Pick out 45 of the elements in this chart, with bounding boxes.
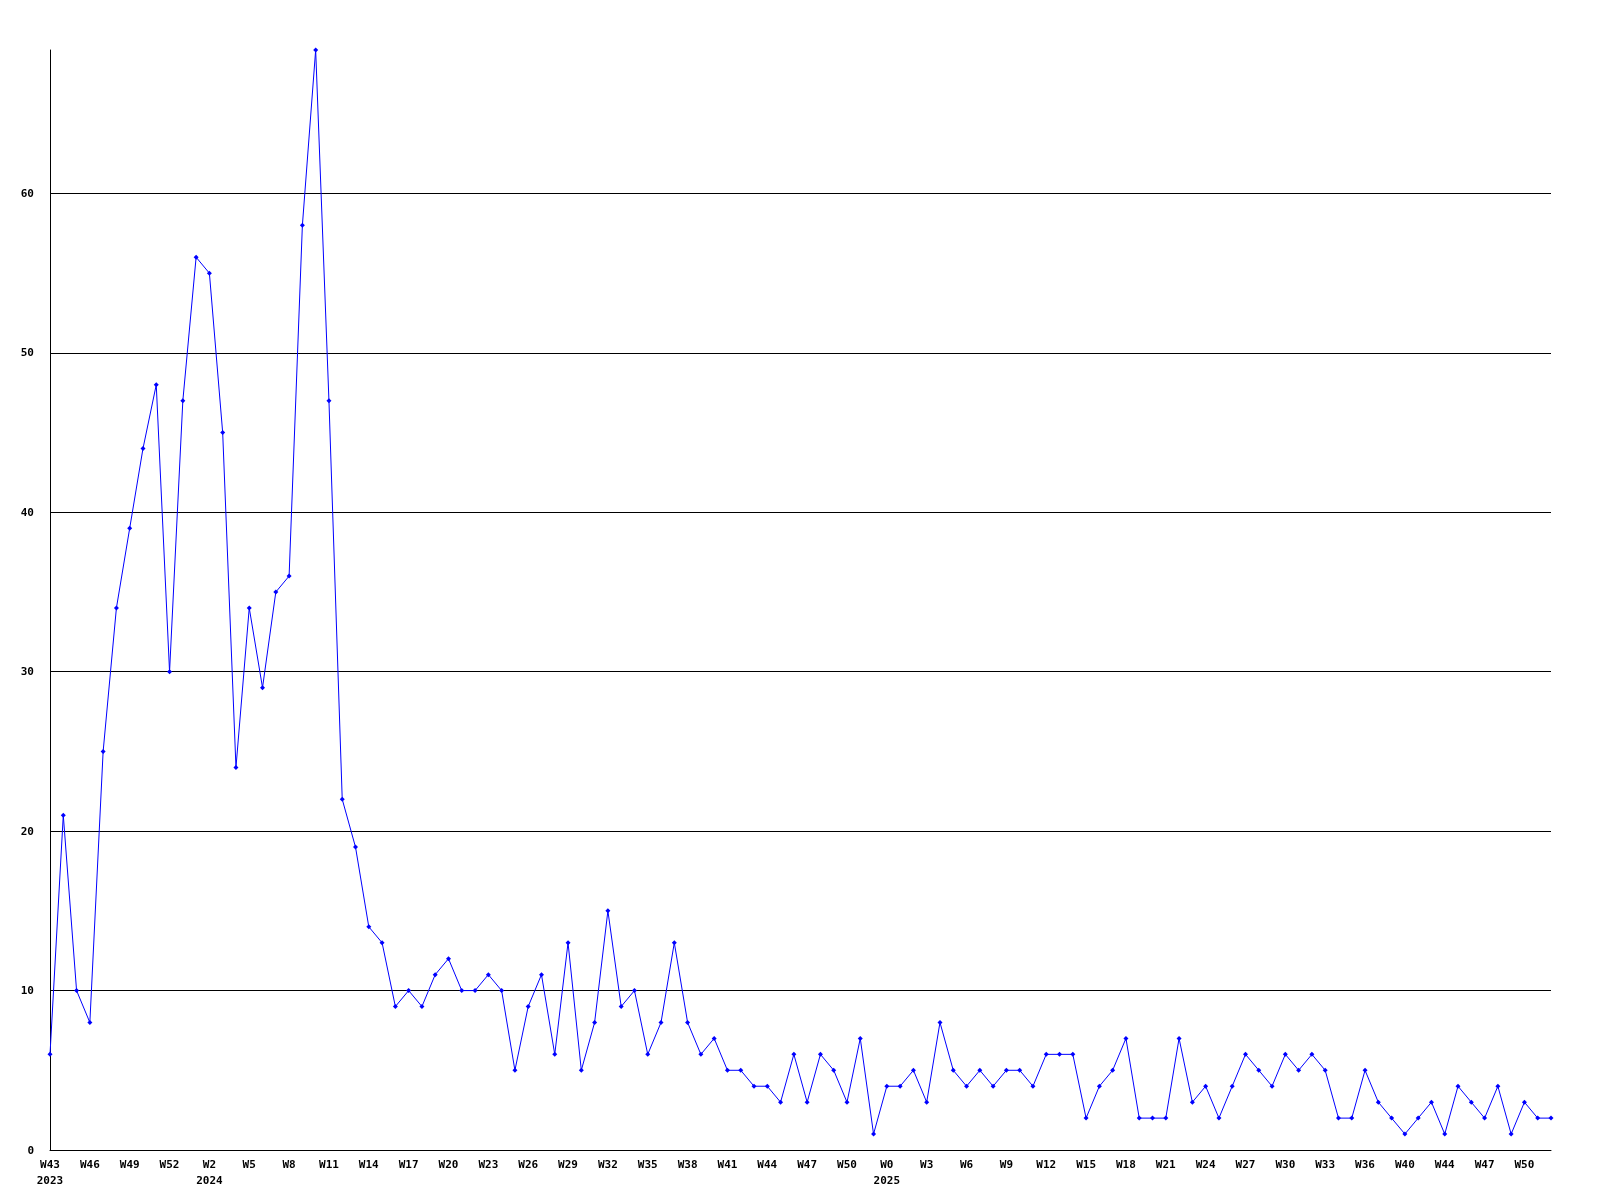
y-tick-label: 20 (20, 824, 34, 838)
x-tick-label: W50 (1514, 1157, 1535, 1171)
x-tick-label: W43 2023 (36, 1157, 64, 1187)
y-tick-label: 50 (20, 346, 34, 360)
x-tick-label: W49 (119, 1157, 140, 1171)
x-tick-label: W27 (1235, 1157, 1256, 1171)
x-tick-label: W33 (1315, 1157, 1336, 1171)
x-tick-label: W41 (717, 1157, 738, 1171)
y-tick-label: 60 (20, 186, 34, 200)
x-tick-label: W47 (797, 1157, 818, 1171)
x-tick-label: W21 (1155, 1157, 1177, 1171)
x-tick-label: W6 (959, 1157, 974, 1171)
x-tick-label: W44 (757, 1157, 778, 1171)
x-tick-label: W11 (319, 1157, 340, 1171)
x-tick-label: W35 (637, 1157, 658, 1171)
x-tick-label: W20 (438, 1157, 459, 1171)
x-tick-label: W3 (920, 1157, 934, 1171)
y-tick-label: 10 (20, 984, 34, 998)
x-tick-label: W12 (1036, 1157, 1057, 1171)
x-tick-label: W46 (79, 1157, 101, 1171)
x-tick-label: W14 (358, 1157, 380, 1171)
x-tick-label: W47 (1474, 1157, 1495, 1171)
x-tick-label: W8 (282, 1157, 296, 1171)
x-tick-label: W2 2024 (196, 1157, 224, 1187)
x-tick-label: W5 (242, 1157, 256, 1171)
x-tick-label: W15 (1076, 1157, 1097, 1171)
x-tick-label: W30 (1275, 1157, 1296, 1171)
x-tick-label: W29 (558, 1157, 578, 1171)
x-tick-label: W50 (837, 1157, 857, 1171)
y-tick-label: 40 (20, 505, 34, 519)
x-tick-label: W17 (398, 1157, 419, 1171)
x-tick-label: W32 (597, 1157, 618, 1171)
x-tick-label: W26 (518, 1157, 539, 1171)
x-tick-label: W40 (1394, 1157, 1415, 1171)
x-tick-label: W9 (999, 1157, 1014, 1171)
x-tick-label: W44 (1434, 1157, 1456, 1171)
y-tick-label: 0 (27, 1143, 34, 1157)
x-tick-label: W38 (677, 1157, 698, 1171)
x-tick-label: W36 (1355, 1157, 1376, 1171)
x-tick-label: W52 (159, 1157, 180, 1171)
y-tick-label: 30 (20, 665, 34, 679)
x-tick-label: W18 (1116, 1157, 1136, 1171)
x-tick-label: W23 (478, 1157, 499, 1171)
x-tick-label: W24 (1195, 1157, 1216, 1171)
x-tick-label: W0 2025 (873, 1157, 901, 1187)
